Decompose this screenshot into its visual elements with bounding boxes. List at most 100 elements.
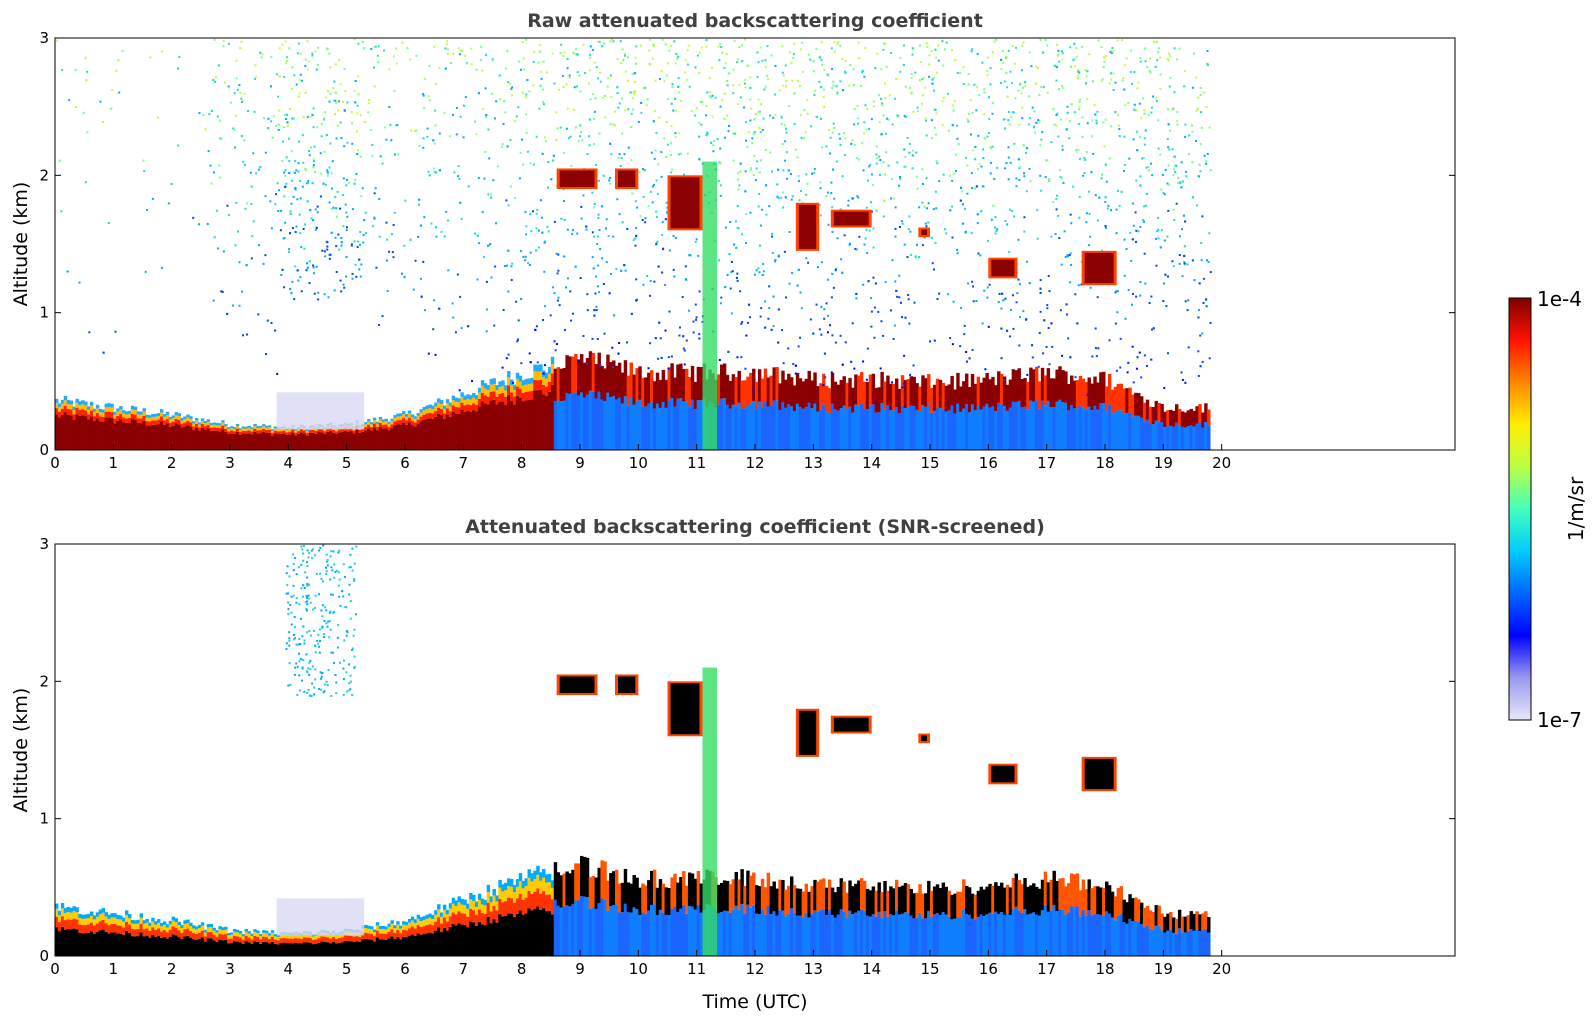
noise-pixel <box>857 196 860 199</box>
noise-pixel <box>1006 86 1009 89</box>
backscatter-cell <box>434 930 438 956</box>
backscatter-cell <box>98 921 103 931</box>
noise-pixel <box>884 96 887 99</box>
noise-pixel <box>655 215 658 218</box>
noise-pixel <box>281 43 284 46</box>
noise-pixel <box>540 77 543 80</box>
noise-pixel <box>1064 256 1067 259</box>
noise-pixel <box>323 250 326 253</box>
backscatter-cell <box>154 924 158 930</box>
noise-pixel <box>1105 180 1108 183</box>
noise-pixel <box>787 347 790 350</box>
noise-pixel <box>1002 61 1005 64</box>
noise-pixel <box>507 81 510 84</box>
noise-pixel <box>754 179 757 182</box>
noise-pixel <box>302 116 305 119</box>
noise-pixel <box>88 331 91 334</box>
noise-pixel <box>689 254 692 257</box>
backscatter-cell <box>154 420 158 425</box>
noise-pixel <box>491 59 494 62</box>
noise-pixel <box>593 314 596 317</box>
noise-pixel <box>1036 237 1039 240</box>
noise-pixel <box>925 225 928 228</box>
noise-pixel <box>426 127 429 130</box>
backscatter-cell <box>352 430 356 434</box>
noise-pixel <box>1000 67 1003 70</box>
backscatter-cell <box>125 411 129 415</box>
backscatter-cell <box>378 933 383 940</box>
backscatter-cell <box>127 413 132 418</box>
backscatter-cell <box>396 413 400 417</box>
backscatter-cell <box>588 390 593 450</box>
noise-pixel <box>866 179 869 182</box>
noise-pixel <box>726 114 729 117</box>
noise-pixel <box>1159 73 1162 76</box>
noise-pixel <box>1000 307 1003 310</box>
noise-pixel <box>1155 40 1158 43</box>
noise-pixel <box>326 171 329 174</box>
noise-pixel <box>333 80 336 83</box>
noise-pixel <box>780 122 783 125</box>
backscatter-cell <box>950 375 954 406</box>
noise-pixel <box>930 236 933 239</box>
noise-pixel <box>1163 386 1166 389</box>
noise-pixel <box>1166 182 1169 185</box>
backscatter-cell <box>55 398 59 403</box>
backscatter-cell <box>1020 378 1024 408</box>
noise-pixel <box>1096 296 1099 299</box>
backscatter-cell <box>507 394 511 450</box>
noise-pixel <box>283 76 286 79</box>
noise-pixel <box>214 76 217 79</box>
backscatter-cell <box>127 924 132 933</box>
noise-pixel <box>297 162 300 165</box>
noise-pixel <box>793 92 796 95</box>
backscatter-cell <box>970 404 975 450</box>
backscatter-cell <box>215 930 219 933</box>
backscatter-cell <box>250 434 254 450</box>
backscatter-cell <box>402 921 406 925</box>
noise-pixel <box>624 70 627 73</box>
backscatter-cell <box>157 935 161 956</box>
noise-pixel <box>844 341 847 344</box>
noise-pixel <box>718 359 721 362</box>
noise-pixel <box>799 291 802 294</box>
noise-pixel <box>379 155 382 158</box>
noise-pixel <box>336 190 339 193</box>
noise-pixel <box>819 187 822 190</box>
noise-pixel <box>363 219 366 222</box>
backscatter-cell <box>262 424 266 427</box>
backscatter-cell <box>518 397 523 450</box>
noise-pixel <box>639 44 642 47</box>
backscatter-cell <box>475 395 479 400</box>
backscatter-cell <box>241 943 246 956</box>
backscatter-cell <box>407 413 412 418</box>
noise-pixel <box>367 111 370 114</box>
noise-pixel <box>694 303 697 306</box>
backscatter-cell <box>189 931 193 938</box>
backscatter-cell <box>1102 403 1106 450</box>
backscatter-cell <box>148 417 152 422</box>
noise-pixel <box>610 95 613 98</box>
noise-pixel <box>1205 106 1208 109</box>
backscatter-cell <box>189 922 193 927</box>
backscatter-cell <box>422 926 426 935</box>
backscatter-cell <box>935 407 940 450</box>
backscatter-cell <box>57 931 62 956</box>
noise-pixel <box>277 209 280 212</box>
backscatter-cell <box>75 912 79 920</box>
noise-pixel <box>588 118 591 121</box>
backscatter-cell <box>162 936 167 956</box>
backscatter-cell <box>364 430 368 450</box>
backscatter-cell <box>1148 424 1153 450</box>
noise-pixel <box>970 133 973 136</box>
backscatter-cell <box>311 944 316 956</box>
noise-pixel <box>981 185 984 188</box>
noise-pixel <box>1131 345 1134 348</box>
backscatter-cell <box>1177 408 1182 426</box>
backscatter-cell <box>265 432 269 450</box>
noise-pixel <box>285 62 288 65</box>
backscatter-cell <box>203 429 208 450</box>
backscatter-cell <box>472 403 476 411</box>
noise-pixel <box>553 292 556 295</box>
backscatter-cell <box>396 416 400 421</box>
